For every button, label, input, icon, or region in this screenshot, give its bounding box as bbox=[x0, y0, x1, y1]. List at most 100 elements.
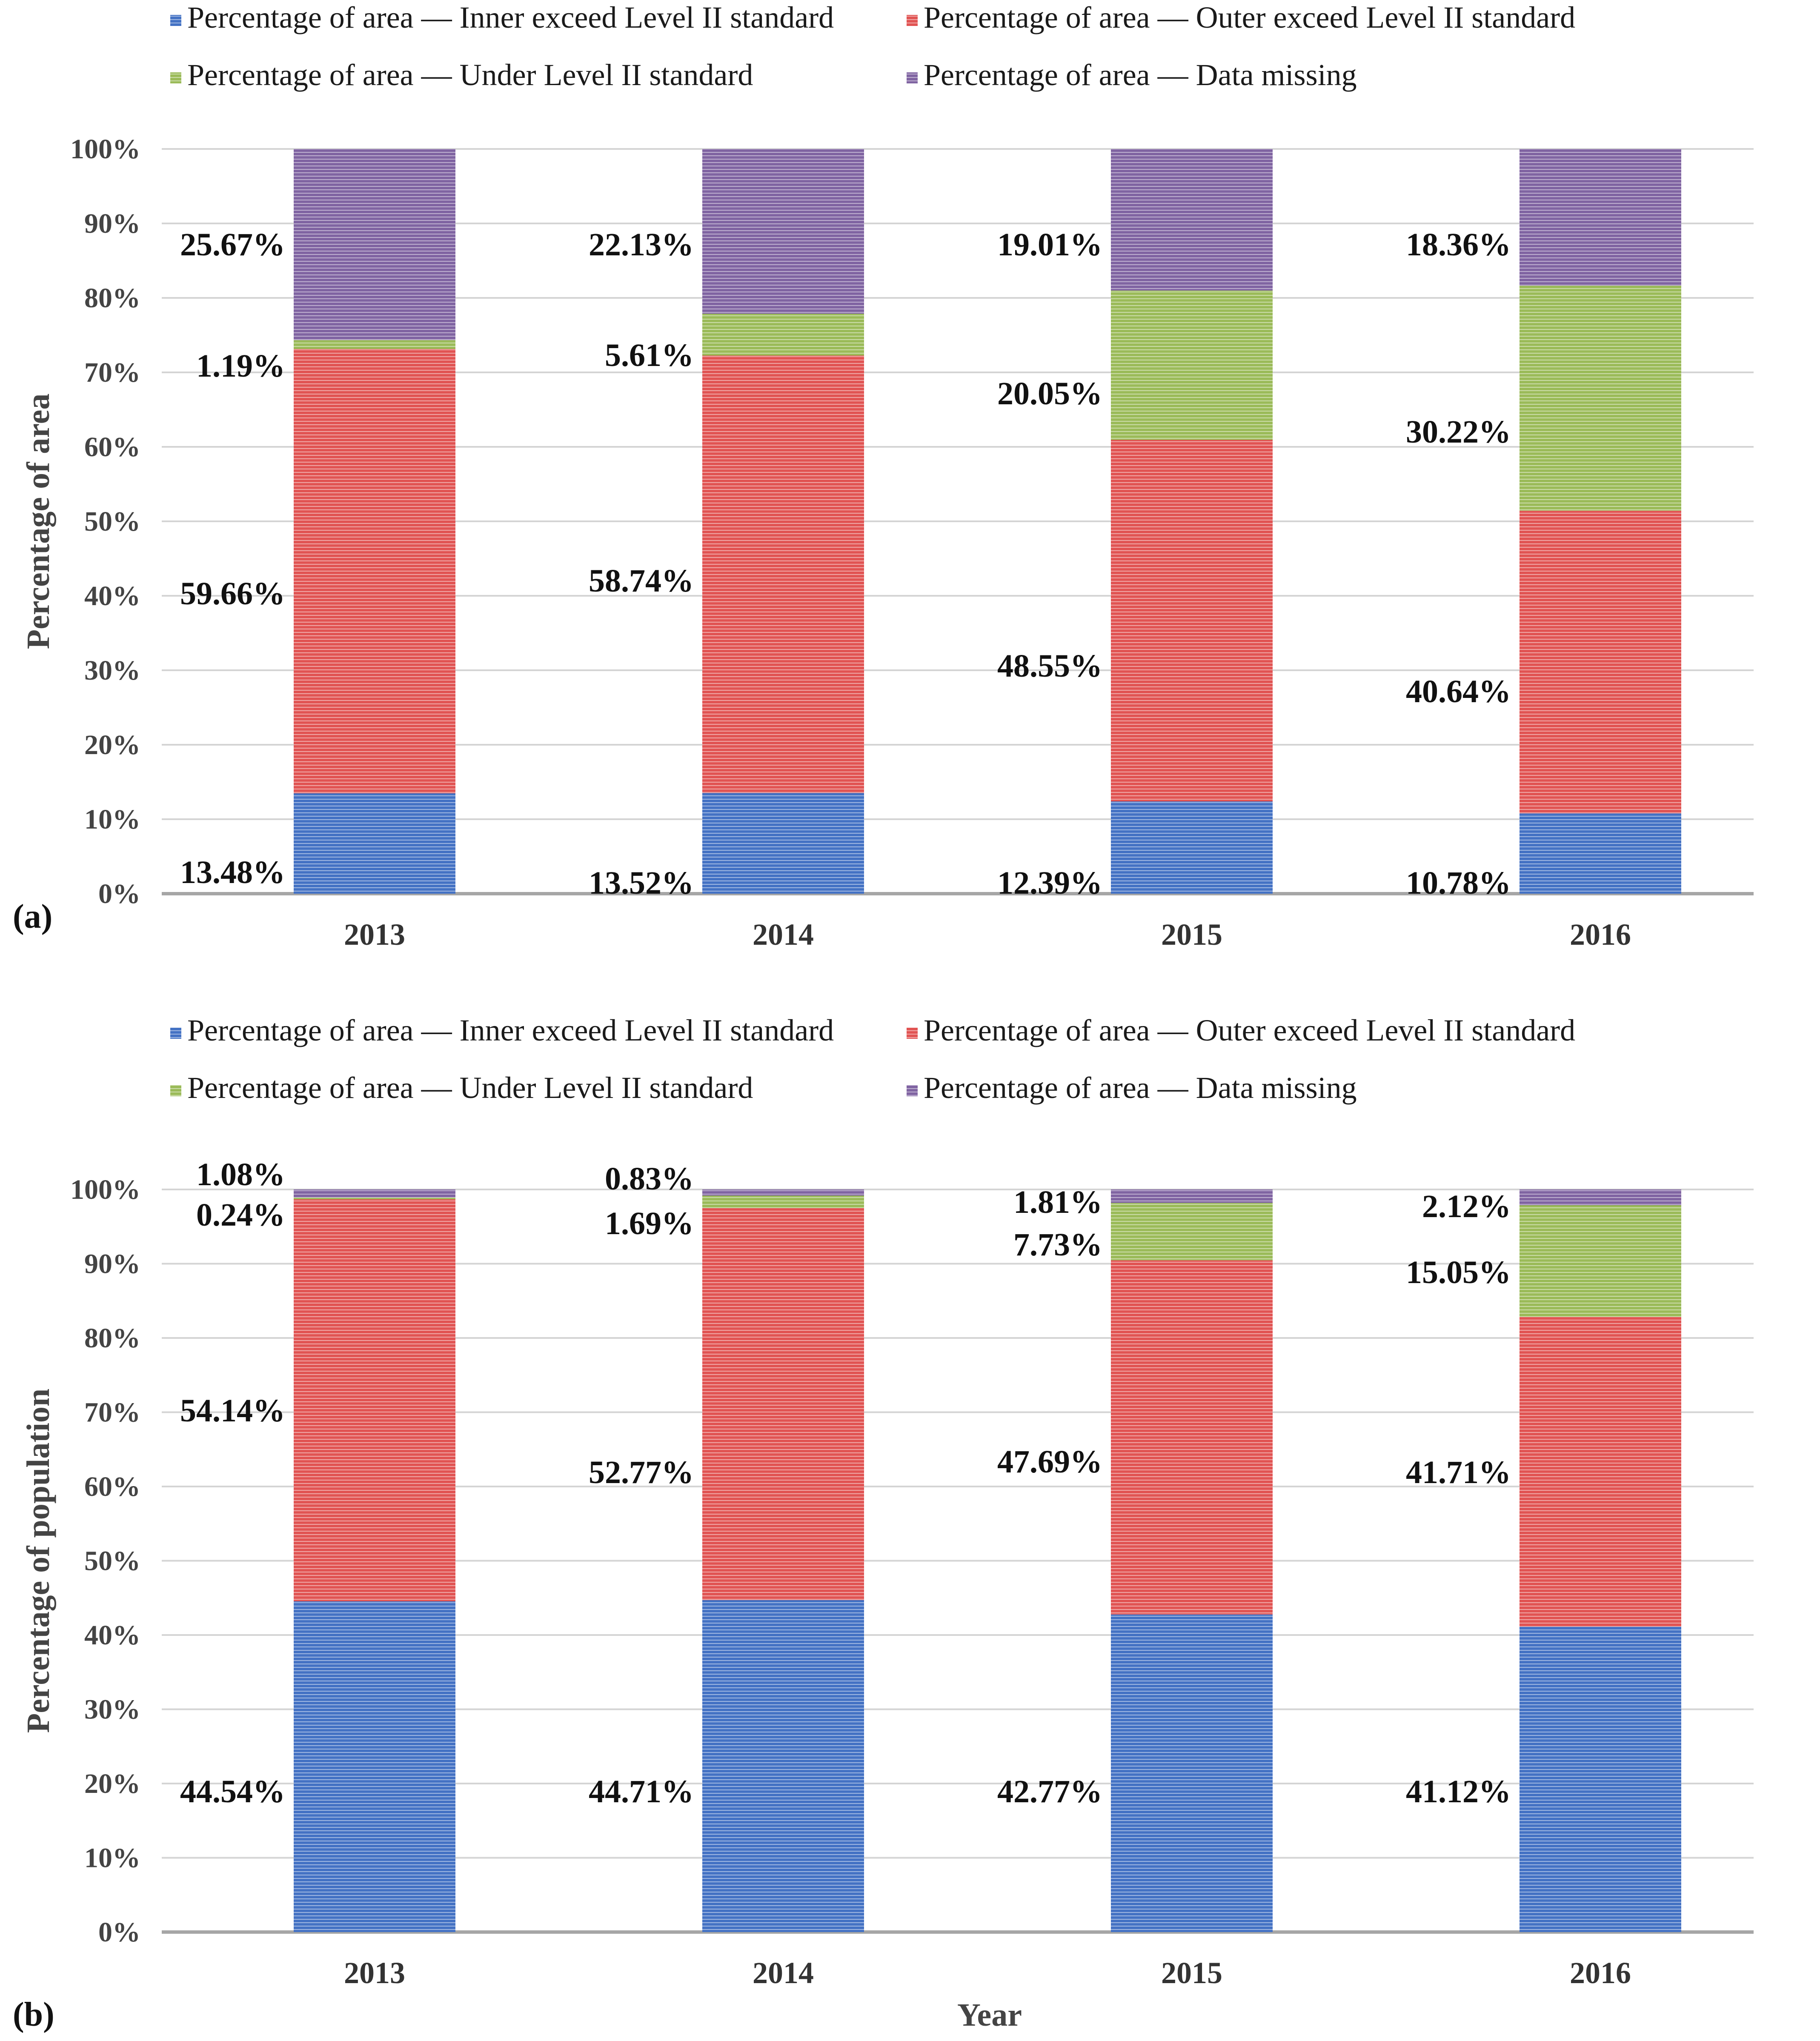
bar-segment-missing bbox=[1111, 1189, 1273, 1203]
data-label-missing: 19.01% bbox=[997, 227, 1102, 263]
data-label-missing: 0.83% bbox=[605, 1161, 694, 1197]
legend-label-inner: Percentage of area — Inner exceed Level … bbox=[187, 0, 834, 34]
data-label-inner: 41.12% bbox=[1406, 1774, 1511, 1809]
x-axis-title: Year bbox=[957, 1997, 1022, 2033]
bar-segment-missing bbox=[1520, 149, 1681, 286]
x-category-label: 2016 bbox=[1570, 918, 1631, 952]
y-tick-label: 50% bbox=[84, 506, 140, 537]
bar-segment-outer bbox=[294, 1199, 455, 1601]
bar-segment-under bbox=[294, 340, 455, 349]
legend-label-inner: Percentage of area — Inner exceed Level … bbox=[187, 1013, 834, 1047]
bar-segment-missing bbox=[1520, 1189, 1681, 1205]
y-tick-label: 60% bbox=[84, 1471, 140, 1502]
data-label-outer: 41.71% bbox=[1406, 1455, 1511, 1490]
data-label-outer: 47.69% bbox=[997, 1444, 1102, 1480]
legend-swatch-missing bbox=[907, 72, 918, 83]
y-tick-label: 30% bbox=[84, 1694, 140, 1725]
data-label-missing: 2.12% bbox=[1422, 1189, 1511, 1224]
bar-segment-under bbox=[294, 1197, 455, 1200]
data-label-outer: 58.74% bbox=[589, 563, 694, 599]
data-label-inner: 12.39% bbox=[997, 865, 1102, 901]
bar-segment-inner bbox=[1111, 801, 1273, 894]
data-label-missing: 1.81% bbox=[1013, 1184, 1102, 1220]
chart-panel-b: Percentage of area — Inner exceed Level … bbox=[13, 1013, 1754, 2033]
y-tick-label: 70% bbox=[84, 357, 140, 388]
data-label-outer: 52.77% bbox=[589, 1455, 694, 1490]
bar-segment-missing bbox=[294, 1189, 455, 1198]
legend-label-missing: Percentage of area — Data missing bbox=[924, 58, 1357, 92]
y-tick-label: 50% bbox=[84, 1546, 140, 1577]
data-label-inner: 42.77% bbox=[997, 1774, 1102, 1809]
y-tick-label: 10% bbox=[84, 1843, 140, 1874]
bar-segment-missing bbox=[702, 1189, 864, 1196]
bar-segment-under bbox=[1520, 1205, 1681, 1317]
data-label-missing: 1.08% bbox=[196, 1157, 285, 1192]
data-label-missing: 25.67% bbox=[180, 227, 285, 263]
y-axis-title: Percentage of area bbox=[20, 394, 56, 649]
bar-segment-inner bbox=[1520, 813, 1681, 894]
bar-segment-missing bbox=[702, 149, 864, 314]
data-label-inner: 10.78% bbox=[1406, 865, 1511, 901]
data-label-outer: 54.14% bbox=[180, 1393, 285, 1429]
legend-label-under: Percentage of area — Under Level II stan… bbox=[187, 58, 753, 92]
legend-swatch-under bbox=[170, 72, 181, 83]
legend-swatch-inner bbox=[170, 1028, 181, 1039]
data-label-inner: 13.52% bbox=[589, 865, 694, 901]
legend-swatch-under bbox=[170, 1085, 181, 1096]
x-category-label: 2013 bbox=[344, 1956, 405, 1990]
bar-segment-outer bbox=[702, 1208, 864, 1600]
bar-segment-missing bbox=[294, 149, 455, 340]
x-category-label: 2016 bbox=[1570, 1956, 1631, 1990]
y-tick-label: 40% bbox=[84, 580, 140, 612]
bar-segment-inner bbox=[1520, 1627, 1681, 1932]
data-label-under: 0.24% bbox=[196, 1197, 285, 1233]
y-tick-label: 90% bbox=[84, 208, 140, 239]
y-tick-label: 20% bbox=[84, 729, 140, 760]
bar-segment-outer bbox=[1520, 511, 1681, 814]
data-label-outer: 40.64% bbox=[1406, 674, 1511, 709]
bar-segment-outer bbox=[294, 349, 455, 794]
y-axis-title: Percentage of population bbox=[20, 1389, 56, 1733]
data-label-under: 5.61% bbox=[605, 337, 694, 373]
y-tick-label: 80% bbox=[84, 283, 140, 314]
bar-segment-under bbox=[1111, 1203, 1273, 1261]
y-tick-label: 10% bbox=[84, 804, 140, 835]
legend-label-missing: Percentage of area — Data missing bbox=[924, 1071, 1357, 1105]
data-label-under: 20.05% bbox=[997, 376, 1102, 412]
panel-label: (a) bbox=[13, 898, 52, 935]
legend-swatch-outer bbox=[907, 1028, 918, 1039]
y-tick-label: 20% bbox=[84, 1768, 140, 1799]
data-label-under: 7.73% bbox=[1013, 1227, 1102, 1263]
y-tick-label: 100% bbox=[70, 1174, 140, 1205]
y-tick-label: 60% bbox=[84, 432, 140, 463]
data-label-missing: 18.36% bbox=[1406, 227, 1511, 263]
y-tick-label: 0% bbox=[98, 878, 140, 909]
data-label-under: 15.05% bbox=[1406, 1255, 1511, 1290]
y-tick-label: 30% bbox=[84, 655, 140, 686]
data-label-outer: 48.55% bbox=[997, 648, 1102, 684]
data-label-under: 1.69% bbox=[605, 1206, 694, 1241]
bar-segment-outer bbox=[702, 355, 864, 793]
y-tick-label: 100% bbox=[70, 134, 140, 165]
bar-segment-inner bbox=[702, 793, 864, 894]
data-label-inner: 44.54% bbox=[180, 1774, 285, 1809]
y-tick-label: 0% bbox=[98, 1917, 140, 1948]
legend-swatch-missing bbox=[907, 1085, 918, 1096]
legend-label-outer: Percentage of area — Outer exceed Level … bbox=[924, 0, 1575, 34]
legend-swatch-inner bbox=[170, 15, 181, 26]
bar-segment-inner bbox=[1111, 1614, 1273, 1932]
x-category-label: 2015 bbox=[1161, 918, 1222, 952]
y-tick-label: 70% bbox=[84, 1397, 140, 1428]
y-tick-label: 90% bbox=[84, 1249, 140, 1280]
chart-panel-a: Percentage of area — Inner exceed Level … bbox=[13, 0, 1754, 952]
x-category-label: 2014 bbox=[753, 1956, 814, 1990]
data-label-inner: 13.48% bbox=[180, 855, 285, 890]
bar-segment-missing bbox=[1111, 149, 1273, 291]
bar-segment-under bbox=[1111, 290, 1273, 440]
data-label-outer: 59.66% bbox=[180, 576, 285, 612]
y-tick-label: 40% bbox=[84, 1620, 140, 1651]
data-label-under: 1.19% bbox=[196, 348, 285, 384]
bar-segment-under bbox=[1520, 286, 1681, 511]
